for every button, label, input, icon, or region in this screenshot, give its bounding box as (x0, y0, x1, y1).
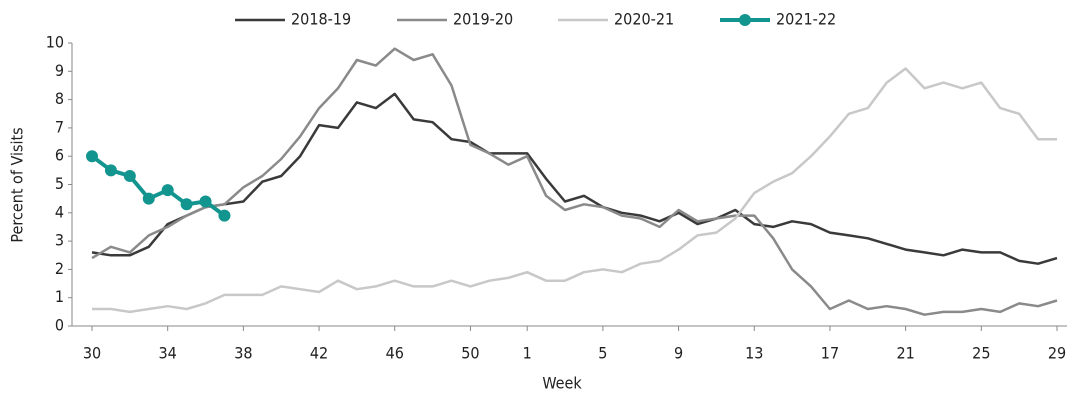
x-tick-label: 9 (674, 344, 683, 363)
legend-label: 2019-20 (453, 10, 513, 29)
legend-marker (739, 14, 751, 26)
y-tick-label: 7 (55, 117, 64, 136)
x-tick-label: 50 (461, 344, 479, 363)
point (199, 195, 212, 208)
x-tick-label: 29 (1048, 344, 1066, 363)
x-tick-label: 25 (972, 344, 990, 363)
point (142, 192, 155, 205)
y-tick-label: 8 (55, 89, 64, 108)
y-tick-label: 6 (55, 146, 64, 165)
x-tick-label: 46 (386, 344, 404, 363)
legend-label: 2020-21 (614, 10, 674, 29)
series-line (91, 92, 1058, 265)
point (180, 198, 193, 211)
x-tick-label: 38 (234, 344, 252, 363)
y-tick-label: 1 (55, 287, 64, 306)
y-tick-label: 0 (55, 316, 64, 335)
legend-label: 2021-22 (776, 10, 836, 29)
y-tick-label: 3 (55, 231, 64, 250)
x-tick-label: 21 (896, 344, 914, 363)
point (218, 209, 231, 222)
x-tick-label: 34 (159, 344, 177, 363)
point (161, 184, 174, 197)
series-line (91, 47, 1058, 316)
y-tick-label: 9 (55, 61, 64, 80)
x-axis-title: Week (542, 374, 582, 393)
x-tick-label: 13 (745, 344, 763, 363)
y-tick-label: 2 (55, 259, 64, 278)
y-tick-label: 5 (55, 174, 64, 193)
point (123, 170, 136, 183)
legend-label: 2018-19 (291, 10, 351, 29)
point (104, 164, 117, 177)
y-tick-label: 4 (55, 202, 64, 221)
x-tick-label: 17 (821, 344, 839, 363)
y-axis-title: Percent of Visits (8, 127, 27, 242)
series-line (92, 67, 1057, 314)
x-tick-label: 1 (523, 344, 532, 363)
x-tick-label: 5 (598, 344, 607, 363)
y-tick-label: 10 (46, 33, 64, 52)
point (86, 150, 98, 163)
x-tick-label: 42 (310, 344, 328, 363)
x-tick-label: 30 (83, 344, 101, 363)
